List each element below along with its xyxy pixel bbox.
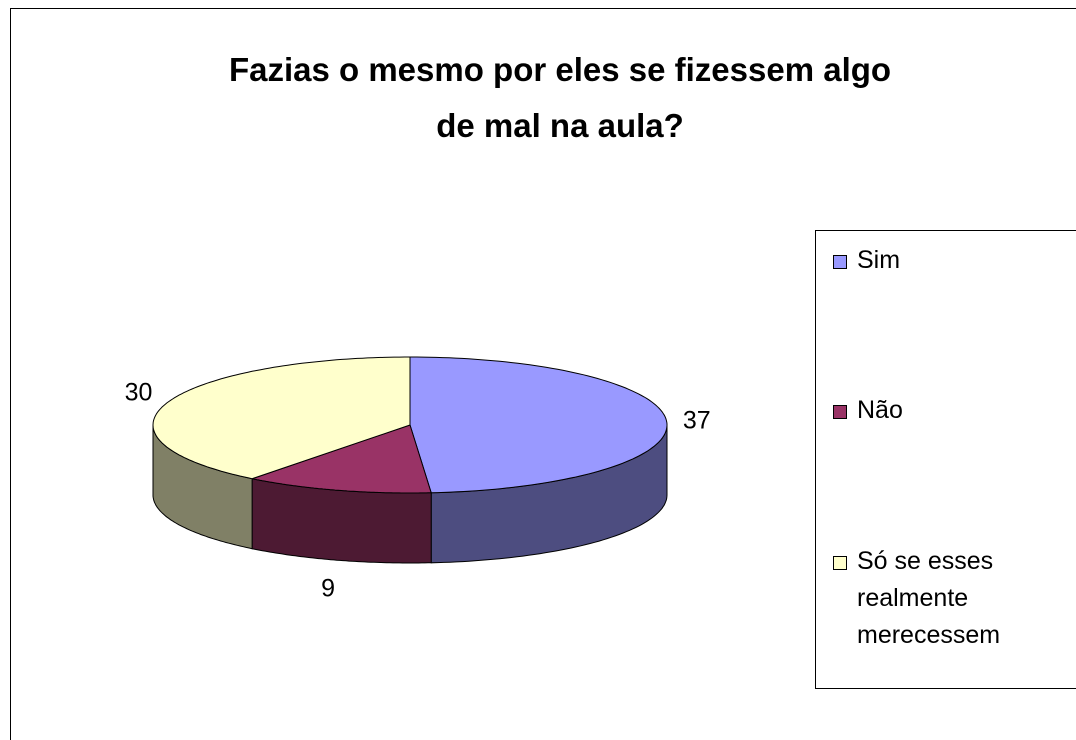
- data-label: 37: [682, 406, 711, 435]
- slice-top: [251, 424, 432, 494]
- legend-swatch: [833, 556, 847, 570]
- data-label: 9: [321, 574, 336, 603]
- pie-slice: [251, 424, 432, 564]
- chart-title: Fazias o mesmo por eles se fizessem algo…: [228, 51, 892, 144]
- pie-slice: [152, 356, 411, 550]
- legend-label: Só se esses realmente merecessem: [857, 547, 1001, 649]
- legend-label: Sim: [857, 246, 901, 274]
- legend-box: [815, 230, 1076, 689]
- slice-top: [409, 356, 668, 494]
- legend-swatch: [833, 405, 847, 419]
- legend-label: Não: [857, 396, 903, 424]
- pie-slice: [409, 356, 668, 564]
- slice-top: [152, 356, 411, 480]
- legend-swatch: [833, 255, 847, 269]
- data-label: 30: [124, 378, 153, 407]
